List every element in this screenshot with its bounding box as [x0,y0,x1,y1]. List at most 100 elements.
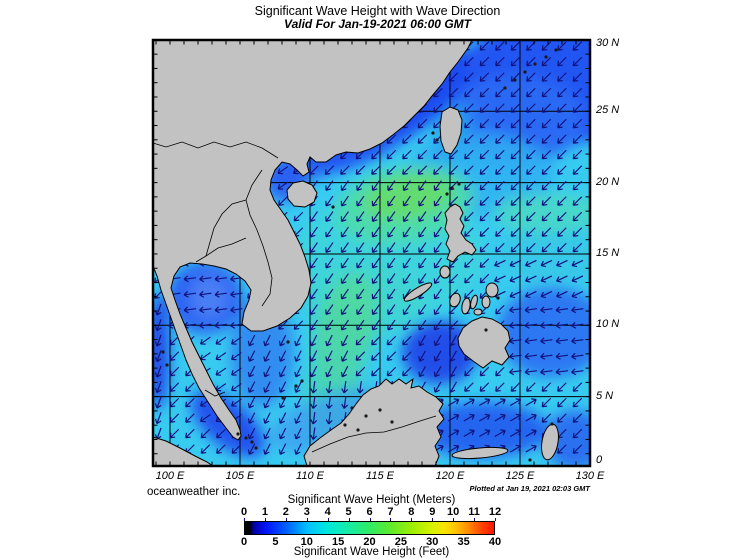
wave-direction-arrow [495,72,505,82]
credit-text: oceanweather inc. [147,486,241,498]
wave-direction-arrow [540,352,553,360]
wave-direction-arrow [572,149,583,160]
wave-direction-arrow [154,319,162,332]
wave-direction-arrow [402,149,412,160]
wave-direction-arrow [154,412,162,425]
island-speck [550,422,554,426]
hainan-island [286,180,318,208]
wave-direction-arrow [433,288,442,300]
colorbar-notch [244,518,245,521]
wave-direction-arrow [463,398,475,407]
wave-direction-arrow [433,226,442,238]
island-speck [364,414,368,418]
wave-direction-arrow [571,306,584,314]
feet-tick-40: 40 [488,536,502,548]
wave-direction-arrow [402,335,412,346]
wave-direction-arrow [479,273,490,284]
wave-direction-arrow [571,352,584,360]
wave-direction-arrow [183,290,197,298]
wave-direction-arrow [418,195,427,207]
feet-tick-15: 15 [332,536,345,548]
meters-tick-9: 9 [429,506,436,518]
wave-direction-arrow [495,103,505,113]
wave-direction-arrow [557,382,567,392]
lon-axis-label-100: 100 E [155,470,185,482]
meters-tick-0: 0 [240,506,248,518]
wave-direction-arrow [524,352,538,360]
wave-direction-arrow [402,195,411,207]
wave-direction-arrow [247,365,256,378]
wave-direction-arrow [371,211,380,222]
wave-direction-arrow [371,195,380,207]
wave-direction-arrow [263,427,271,440]
island-speck [544,55,548,59]
lat-axis-label-25: 25 N [596,104,620,117]
wave-direction-arrow [557,444,567,454]
wave-direction-arrow [524,368,538,376]
wave-direction-arrow [509,275,522,283]
wave-direction-arrow [263,350,271,362]
wave-direction-arrow [541,103,552,113]
wave-direction-arrow [263,412,271,424]
island-speck [300,379,304,383]
wave-direction-arrow [169,413,180,423]
wave-direction-arrow [309,350,318,362]
wave-direction-arrow [541,211,552,222]
wave-direction-arrow [526,211,536,222]
wave-direction-arrow [418,350,427,362]
wave-direction-arrow [495,149,505,160]
wave-direction-arrow [278,350,287,362]
wave-direction-arrow [371,149,381,160]
wave-direction-arrow [479,165,490,175]
wave-direction-arrow [556,275,568,283]
wave-direction-arrow [154,350,162,363]
wave-direction-arrow [247,412,256,424]
wave-direction-arrow [230,290,243,298]
wave-direction-arrow [526,103,536,113]
wave-direction-arrow [418,257,427,269]
asia-mainland-landmass [153,40,473,441]
wave-direction-arrow [371,351,381,361]
wave-direction-arrow [572,134,583,144]
wave-direction-arrow [463,429,475,438]
wave-direction-arrow [386,366,397,377]
lat-axis-label-10: 10 N [596,318,620,331]
wave-direction-arrow [263,334,271,347]
wave-direction-arrow [418,180,427,191]
wave-direction-arrow [557,196,567,206]
wave-direction-arrow [525,290,537,299]
wave-direction-arrow [340,350,349,362]
wave-direction-arrow [247,381,256,393]
wave-direction-arrow [433,103,443,113]
plotted-timestamp: Plotted at Jan 19, 2021 02:03 GMT [469,484,590,493]
island-speck [236,432,240,436]
wave-direction-arrow [418,211,427,222]
lat-axis-label-20: 20 N [596,175,620,188]
wave-direction-arrow [540,368,553,376]
island-speck [350,406,354,410]
wave-direction-arrow [263,396,271,409]
wave-direction-arrow [557,149,567,160]
wave-direction-arrow [433,195,442,207]
wave-direction-arrow [231,398,242,407]
wave-direction-arrow [325,304,334,315]
wave-direction-arrow [572,211,583,222]
wave-direction-arrow [294,396,302,409]
wave-direction-arrow [356,226,365,238]
wave-direction-arrow [433,366,442,378]
wave-direction-arrow [325,273,334,284]
lon-axis-label-120: 120 E [435,470,465,482]
wave-direction-arrow [464,149,474,160]
wave-direction-arrow [479,398,491,407]
island-speck [554,48,558,52]
colorbar-notch [432,518,434,521]
valid-time-subtitle: Valid For Jan-19-2021 06:00 GMT [284,17,471,31]
wave-direction-arrow [479,87,490,98]
wave-direction-arrow [464,72,474,82]
wave-direction-arrow [571,259,584,268]
island-speck [254,446,258,450]
wave-direction-arrow [340,242,349,253]
wave-direction-arrow [185,413,195,423]
wave-direction-arrow [510,382,521,392]
wave-direction-arrow [278,365,287,378]
